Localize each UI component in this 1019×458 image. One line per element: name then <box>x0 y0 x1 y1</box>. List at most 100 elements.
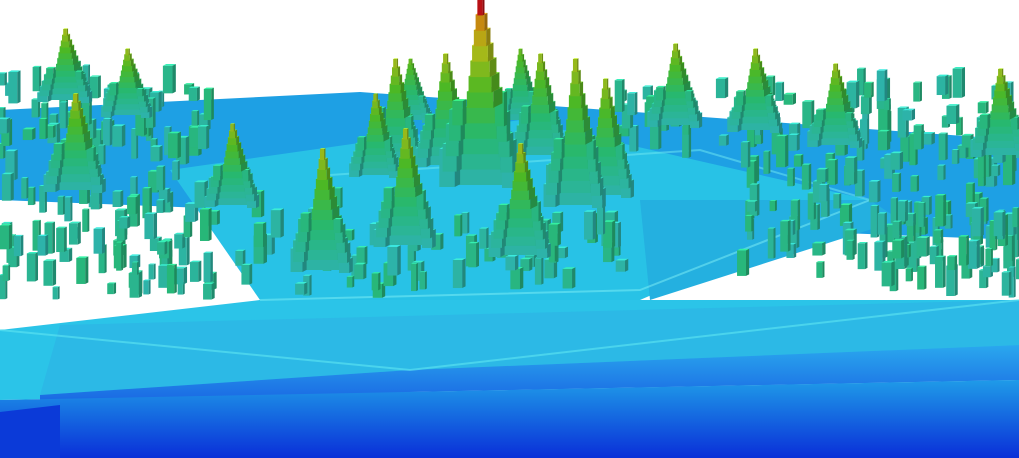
low-block <box>917 265 927 290</box>
low-block <box>860 95 872 115</box>
peak-tier <box>63 28 69 36</box>
low-block <box>763 150 771 174</box>
low-block <box>452 258 466 289</box>
low-block <box>32 65 42 92</box>
low-block <box>769 199 777 212</box>
peak-tier <box>125 48 130 56</box>
low-block <box>1012 207 1019 228</box>
low-block <box>718 134 729 146</box>
low-block <box>37 234 49 256</box>
low-block <box>1 172 14 201</box>
low-block <box>21 177 29 199</box>
low-block <box>740 141 751 168</box>
low-block <box>98 144 106 165</box>
peak-tier <box>75 70 84 80</box>
terrain-base <box>0 380 1019 458</box>
peak-tier <box>319 148 326 160</box>
low-block <box>583 210 596 240</box>
low-block <box>868 180 881 203</box>
low-block <box>952 67 966 98</box>
low-block <box>57 195 65 215</box>
peak-tier <box>845 112 854 122</box>
low-block <box>52 286 60 300</box>
low-block <box>944 214 953 229</box>
peak-tier <box>615 143 625 160</box>
low-block <box>935 193 947 227</box>
low-block <box>767 227 776 259</box>
low-block <box>22 127 36 141</box>
peak-tier <box>736 90 746 106</box>
low-block <box>614 78 625 112</box>
low-block <box>1016 258 1019 280</box>
peak-tier <box>405 115 414 130</box>
low-block <box>846 80 860 109</box>
peak-tier <box>550 110 559 125</box>
low-block <box>41 102 49 131</box>
low-block <box>935 255 946 288</box>
low-block <box>876 69 888 102</box>
low-block <box>937 164 946 181</box>
low-block <box>977 154 986 187</box>
peak-tier <box>213 164 223 181</box>
peak-tier <box>452 99 467 126</box>
peak-tier <box>402 128 409 140</box>
low-block <box>162 64 176 94</box>
low-block <box>910 175 920 192</box>
low-block <box>156 165 166 191</box>
low-block <box>790 199 801 231</box>
low-block <box>977 101 989 114</box>
plate-edge <box>0 299 1019 372</box>
low-block <box>892 239 905 259</box>
low-block <box>143 279 151 295</box>
low-block <box>827 158 838 185</box>
low-block <box>31 98 41 118</box>
low-block <box>905 267 913 282</box>
low-block <box>916 236 930 257</box>
peak-tier <box>656 85 666 101</box>
low-block <box>13 234 24 257</box>
peak-tier <box>517 143 524 155</box>
peak-tier <box>53 142 65 161</box>
low-block <box>552 211 564 233</box>
low-block <box>173 266 188 285</box>
peak-tier <box>816 108 826 121</box>
peak-tier <box>136 87 145 97</box>
low-block <box>603 220 616 248</box>
low-block <box>534 257 544 285</box>
peak-tier <box>553 137 565 159</box>
terrain-base <box>0 405 60 458</box>
peak-tier <box>979 113 991 129</box>
peak-tier <box>357 136 367 151</box>
low-block <box>76 256 89 284</box>
low-block <box>938 132 948 161</box>
low-block <box>991 257 1000 273</box>
low-block <box>64 196 73 222</box>
low-block <box>253 222 267 248</box>
low-block <box>168 131 181 159</box>
peak-tier <box>833 63 839 72</box>
peak-tier <box>1010 116 1019 130</box>
peak-tier <box>383 186 395 209</box>
terrain-plate <box>40 300 1019 395</box>
low-block <box>789 122 801 137</box>
low-block <box>45 124 56 138</box>
low-block <box>892 172 902 192</box>
low-block <box>461 211 470 234</box>
low-block <box>150 145 163 162</box>
low-block <box>816 167 829 183</box>
low-block <box>39 117 48 139</box>
low-block <box>172 160 180 181</box>
low-block <box>746 160 757 188</box>
low-block <box>890 197 898 224</box>
low-block <box>936 74 949 96</box>
low-block <box>116 241 123 271</box>
low-block <box>905 212 916 226</box>
low-block <box>371 272 381 291</box>
low-block <box>715 77 729 99</box>
low-block <box>991 164 1001 177</box>
low-block <box>411 262 418 292</box>
low-block <box>958 235 969 266</box>
low-block <box>93 227 105 254</box>
